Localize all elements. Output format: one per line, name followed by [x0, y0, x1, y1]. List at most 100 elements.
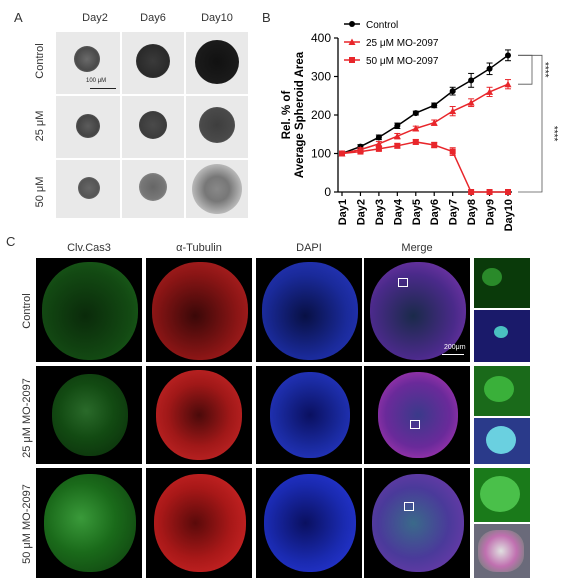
y-tick-label: 0 — [324, 185, 331, 199]
panel-c-col-cas3: Clv.Cas3 — [67, 242, 111, 254]
x-tick-label: Day4 — [392, 198, 404, 225]
fluor-50um-merge — [364, 468, 470, 578]
data-point — [375, 145, 382, 152]
panel-a-col-day6: Day6 — [140, 12, 166, 24]
brightfield-25um-day2 — [56, 96, 120, 158]
fluor-control-tubulin — [146, 258, 252, 362]
data-point — [357, 148, 364, 155]
fluor-25um-merge — [364, 366, 470, 464]
legend-label: 25 μM MO-2097 — [366, 38, 439, 49]
fluor-50um-tubulin — [146, 468, 252, 578]
data-point — [394, 142, 401, 149]
data-point — [339, 150, 345, 157]
brightfield-control-day10 — [186, 32, 248, 94]
data-point — [486, 189, 493, 195]
y-axis-label: Rel. % of — [281, 91, 293, 140]
legend-label: 50 μM MO-2097 — [366, 56, 439, 67]
x-tick-label: Day7 — [448, 199, 460, 225]
fluor-25um-dapi — [256, 366, 362, 464]
x-tick-label: Day5 — [411, 199, 423, 225]
panel-a-row-25um: 25 μM — [34, 110, 46, 142]
x-tick-label: Day2 — [355, 199, 367, 225]
data-point — [375, 140, 383, 147]
data-point — [449, 88, 456, 95]
brightfield-50um-day10 — [186, 160, 248, 218]
panel-c-col-dapi: DAPI — [296, 242, 322, 254]
legend-marker — [349, 21, 355, 27]
y-tick-label: 200 — [311, 108, 331, 122]
fluor-25um-tubulin — [146, 366, 252, 464]
zoom-25um-cas3 — [474, 366, 530, 416]
data-point — [394, 122, 401, 129]
x-tick-label: Day9 — [485, 199, 497, 225]
data-point — [430, 119, 438, 126]
fluor-control-merge — [364, 258, 470, 362]
series-line — [341, 54, 509, 155]
data-point — [468, 77, 475, 84]
data-point — [505, 189, 511, 195]
data-point — [449, 107, 457, 115]
panel-c-row-25um: 25 μM MO-2097 — [21, 378, 33, 458]
legend-label: Control — [366, 20, 398, 31]
zoom-25um-merge — [474, 418, 530, 464]
panel-c-scale-label: 200μm — [444, 344, 466, 351]
zoom-control-cas3 — [474, 258, 530, 308]
data-point — [375, 134, 382, 141]
chart-significance: **** **** — [518, 54, 559, 193]
data-point — [449, 148, 456, 155]
panel-a-col-day2: Day2 — [82, 12, 108, 24]
data-point — [486, 65, 493, 72]
panel-b-letter: B — [262, 10, 271, 25]
panel-a-letter: A — [14, 10, 23, 25]
panel-c-row-control: Control — [21, 293, 33, 329]
fluor-50um-dapi — [256, 468, 362, 578]
data-point — [412, 138, 419, 145]
y-tick-label: 400 — [311, 31, 331, 45]
significance-label: **** — [539, 62, 550, 78]
data-point — [468, 189, 475, 195]
panel-a-scale-label: 100 μM — [86, 78, 107, 84]
legend-marker — [349, 57, 355, 63]
brightfield-control-day2 — [56, 32, 120, 94]
panel-c-col-merge: Merge — [401, 242, 433, 254]
data-point — [467, 99, 475, 106]
x-tick-label: Day1 — [337, 199, 349, 225]
zoom-50um-merge — [474, 524, 530, 578]
y-tick-label: 300 — [311, 70, 331, 84]
fluor-control-dapi — [256, 258, 362, 362]
zoom-control-merge — [474, 310, 530, 362]
x-tick-label: Day6 — [429, 199, 441, 225]
data-point — [412, 124, 420, 132]
panel-c-letter: C — [6, 234, 16, 249]
brightfield-50um-day2 — [56, 160, 120, 218]
significance-label: **** — [548, 126, 559, 142]
y-tick-label: 100 — [311, 147, 331, 161]
legend-marker — [348, 38, 356, 45]
panel-a-row-50um: 50 μM — [34, 176, 46, 208]
panel-a-row-control: Control — [34, 43, 46, 79]
data-point — [393, 132, 401, 140]
brightfield-50um-day6 — [122, 160, 184, 218]
series-line — [341, 141, 508, 193]
chart-axes: 0 100 200 300 400 Rel. % of Average Spheroid A… — [281, 31, 515, 231]
significance-bracket — [518, 54, 533, 85]
panel-c-col-tubulin: α-Tubulin — [176, 242, 222, 254]
data-point — [412, 110, 419, 117]
fluor-50um-cas3 — [36, 468, 142, 578]
data-point — [431, 142, 438, 149]
panel-a-col-day10: Day10 — [201, 12, 233, 24]
chart-series — [338, 49, 512, 195]
brightfield-control-day6 — [122, 32, 184, 94]
x-tick-label: Day3 — [374, 199, 386, 225]
significance-bracket — [518, 54, 543, 193]
zoom-50um-cas3 — [474, 468, 530, 522]
chart-legend: Control 25 μM MO-2097 50 μM MO-2097 — [344, 20, 439, 67]
data-point — [504, 80, 512, 88]
data-point — [505, 52, 511, 59]
spheroid-area-chart: 0 100 200 300 400 Rel. % of Average Spheroid A… — [281, 20, 559, 231]
data-point — [486, 88, 494, 95]
fluor-control-cas3 — [36, 258, 142, 362]
series-line — [341, 83, 509, 155]
x-tick-label: Day10 — [503, 199, 515, 231]
y-axis-label: Average Spheroid Area — [294, 51, 306, 178]
